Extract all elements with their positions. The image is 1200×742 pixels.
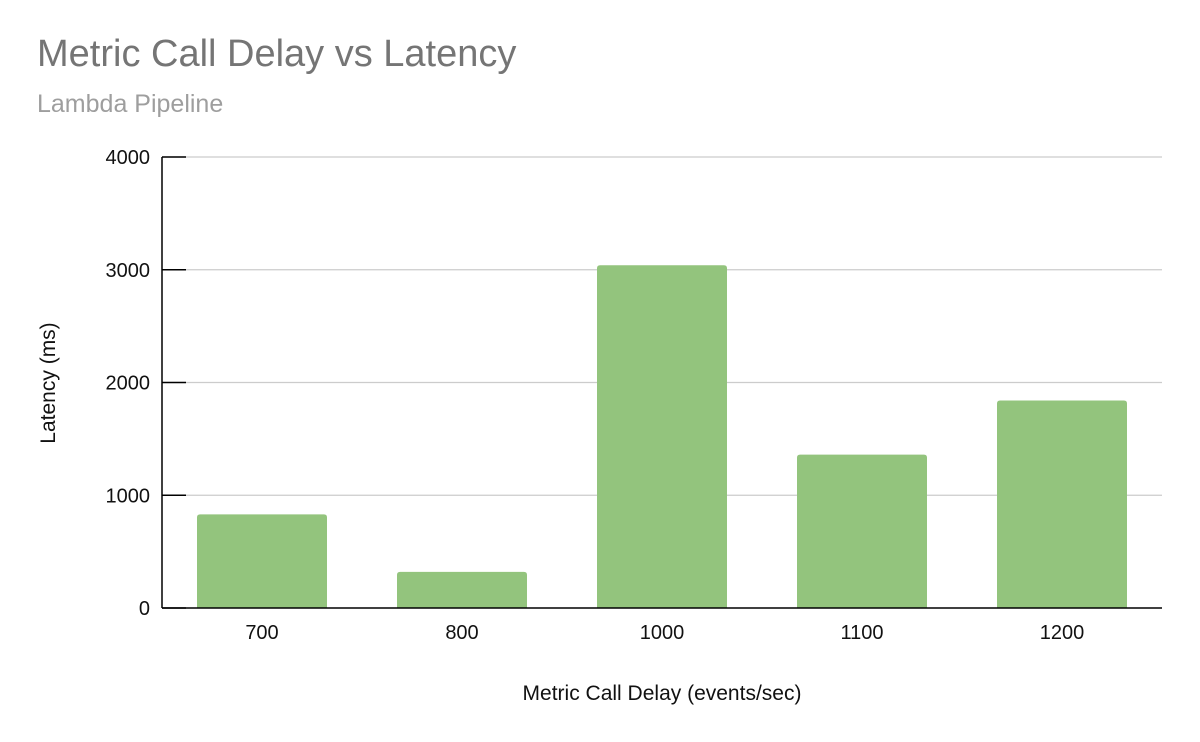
x-tick-label: 1200: [1040, 622, 1085, 644]
x-tick-label: 1000: [640, 622, 685, 644]
y-tick-label: 4000: [106, 147, 151, 169]
bars: [197, 265, 1127, 608]
x-axis-title: Metric Call Delay (events/sec): [523, 682, 802, 705]
bar-1000: [597, 265, 727, 608]
bar-800: [397, 571, 527, 608]
x-tick-label: 700: [245, 622, 278, 644]
y-axis-title: Latency (ms): [37, 322, 60, 443]
bar-1200: [997, 400, 1127, 608]
x-tick-labels: 700 800 1000 1100 1200: [245, 622, 1084, 644]
x-tick-label: 800: [445, 622, 478, 644]
chart-subtitle: Lambda Pipeline: [37, 90, 224, 118]
y-tick-label: 3000: [106, 260, 151, 282]
y-tick-label: 2000: [106, 373, 151, 395]
chart-title: Metric Call Delay vs Latency: [37, 33, 517, 75]
x-tick-label: 1100: [840, 622, 883, 644]
y-tick-labels: 0 1000 2000 3000 4000: [106, 147, 151, 620]
axes: [161, 156, 1162, 609]
bar-1100: [797, 454, 927, 608]
y-tick-label: 0: [139, 598, 150, 620]
bar-700: [197, 514, 327, 608]
y-tick-label: 1000: [106, 485, 151, 507]
